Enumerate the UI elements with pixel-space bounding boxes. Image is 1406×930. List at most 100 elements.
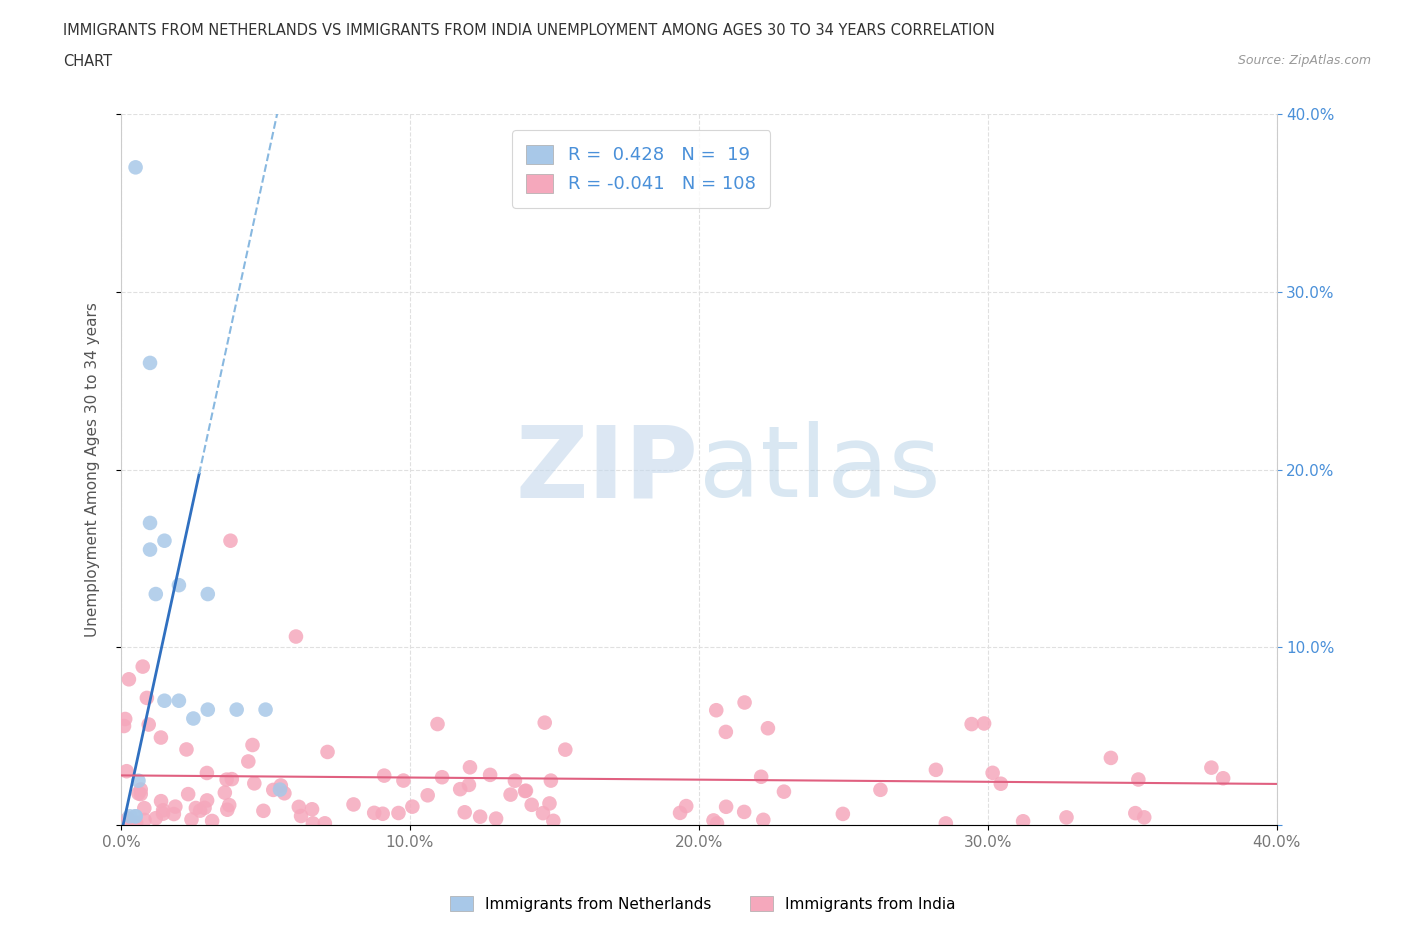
Point bbox=[543, 814, 565, 829]
Point bbox=[217, 803, 239, 817]
Point bbox=[706, 816, 728, 830]
Point bbox=[195, 793, 218, 808]
Point bbox=[242, 737, 264, 752]
Point bbox=[145, 811, 167, 826]
Point bbox=[117, 811, 139, 826]
Point bbox=[195, 765, 218, 780]
Text: IMMIGRANTS FROM NETHERLANDS VS IMMIGRANTS FROM INDIA UNEMPLOYMENT AMONG AGES 30 : IMMIGRANTS FROM NETHERLANDS VS IMMIGRANT… bbox=[63, 23, 995, 38]
Point bbox=[1056, 810, 1078, 825]
Point bbox=[1201, 760, 1223, 775]
Point bbox=[981, 765, 1004, 780]
Point bbox=[960, 717, 983, 732]
Point bbox=[284, 629, 307, 644]
Point bbox=[165, 799, 187, 814]
Point bbox=[990, 777, 1012, 791]
Point bbox=[152, 803, 174, 817]
Point bbox=[167, 578, 190, 592]
Point bbox=[139, 355, 162, 370]
Point bbox=[124, 809, 146, 824]
Point bbox=[134, 813, 156, 828]
Point bbox=[533, 715, 555, 730]
Point bbox=[416, 788, 439, 803]
Point bbox=[515, 783, 537, 798]
Point bbox=[733, 804, 755, 819]
Point bbox=[869, 782, 891, 797]
Point bbox=[134, 801, 156, 816]
Point bbox=[124, 809, 146, 824]
Point bbox=[290, 808, 312, 823]
Point bbox=[342, 797, 364, 812]
Point bbox=[401, 799, 423, 814]
Point bbox=[1128, 772, 1150, 787]
Point bbox=[122, 816, 145, 830]
Point bbox=[773, 784, 796, 799]
Point bbox=[675, 799, 697, 814]
Point bbox=[150, 793, 173, 808]
Point bbox=[145, 587, 167, 602]
Point bbox=[363, 805, 385, 820]
Text: Source: ZipAtlas.com: Source: ZipAtlas.com bbox=[1237, 54, 1371, 67]
Point bbox=[128, 786, 150, 801]
Point bbox=[503, 773, 526, 788]
Point bbox=[252, 804, 274, 818]
Point bbox=[221, 772, 243, 787]
Point bbox=[301, 802, 323, 817]
Point bbox=[183, 711, 205, 726]
Point bbox=[935, 816, 957, 830]
Point bbox=[1133, 810, 1156, 825]
Point bbox=[238, 754, 260, 769]
Point bbox=[1212, 771, 1234, 786]
Point bbox=[188, 804, 211, 818]
Point bbox=[163, 806, 186, 821]
Point bbox=[197, 587, 219, 602]
Y-axis label: Unemployment Among Ages 30 to 34 years: Unemployment Among Ages 30 to 34 years bbox=[86, 302, 100, 637]
Point bbox=[426, 717, 449, 732]
Point bbox=[734, 695, 756, 710]
Point bbox=[139, 542, 162, 557]
Point bbox=[269, 782, 291, 797]
Point bbox=[132, 659, 155, 674]
Point bbox=[1123, 805, 1146, 820]
Point bbox=[538, 796, 561, 811]
Point bbox=[115, 764, 138, 778]
Point bbox=[458, 760, 481, 775]
Point bbox=[176, 742, 198, 757]
Text: atlas: atlas bbox=[699, 421, 941, 518]
Point bbox=[112, 719, 135, 734]
Point bbox=[973, 716, 995, 731]
Point bbox=[138, 717, 160, 732]
Point bbox=[288, 800, 311, 815]
Point bbox=[831, 806, 853, 821]
Point bbox=[454, 804, 477, 819]
Point bbox=[756, 721, 779, 736]
Point bbox=[219, 533, 242, 548]
Point bbox=[135, 690, 157, 705]
Text: CHART: CHART bbox=[63, 54, 112, 69]
Point bbox=[114, 711, 136, 726]
Point bbox=[316, 745, 339, 760]
Point bbox=[180, 812, 202, 827]
Point bbox=[540, 773, 562, 788]
Point bbox=[129, 787, 152, 802]
Point bbox=[554, 742, 576, 757]
Legend: Immigrants from Netherlands, Immigrants from India: Immigrants from Netherlands, Immigrants … bbox=[444, 889, 962, 918]
Point bbox=[302, 816, 325, 830]
Point bbox=[118, 809, 141, 824]
Point bbox=[197, 702, 219, 717]
Point bbox=[468, 809, 491, 824]
Point bbox=[458, 777, 481, 792]
Point bbox=[254, 702, 277, 717]
Point bbox=[139, 515, 162, 530]
Legend: R =  0.428   N =  19, R = -0.041   N = 108: R = 0.428 N = 19, R = -0.041 N = 108 bbox=[512, 130, 770, 207]
Point bbox=[167, 693, 190, 708]
Point bbox=[513, 784, 536, 799]
Point bbox=[153, 533, 176, 548]
Point bbox=[127, 773, 149, 788]
Point bbox=[702, 813, 724, 828]
Point bbox=[314, 816, 336, 830]
Point bbox=[152, 806, 174, 821]
Point bbox=[704, 703, 727, 718]
Text: ZIP: ZIP bbox=[516, 421, 699, 518]
Point bbox=[714, 724, 737, 739]
Point bbox=[1099, 751, 1122, 765]
